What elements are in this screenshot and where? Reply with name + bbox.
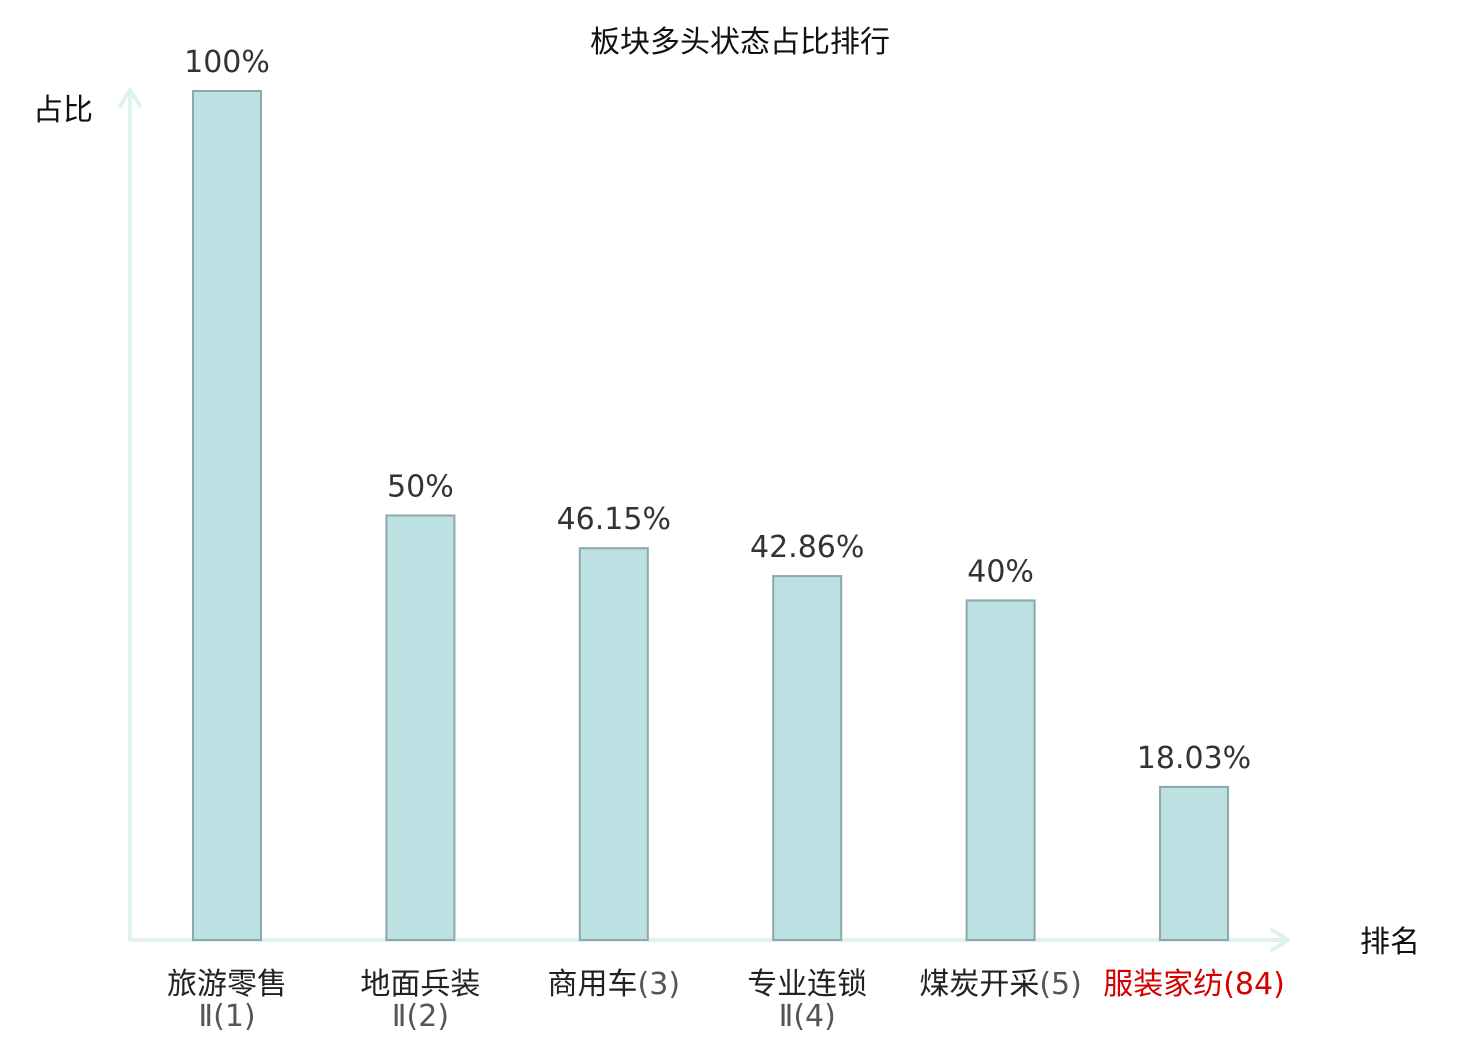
x-tick-rank: Ⅱ(2) (392, 999, 449, 1034)
x-axis-arrow (1270, 928, 1290, 952)
bar (192, 90, 262, 941)
x-tick-rank: Ⅱ(1) (198, 999, 255, 1034)
x-tick-label: 煤炭开采(5) (919, 967, 1082, 1002)
x-tick-label: 专业连锁 (747, 967, 867, 1002)
x-axis-label: 排名 (1360, 925, 1420, 960)
bar (772, 575, 843, 941)
bar-value-label: 40% (967, 554, 1034, 589)
x-tick-label: 商用车(3) (548, 967, 681, 1002)
bar (385, 514, 456, 941)
value-labels: 100% 50% 46.15% 42.86% 40% 18.03% (184, 45, 1251, 776)
axes (118, 88, 1290, 952)
bar-value-label: 46.15% (557, 502, 671, 537)
bars (192, 90, 1229, 942)
bar (578, 547, 649, 941)
bar (965, 599, 1036, 942)
bar (1159, 785, 1229, 942)
bar-value-label: 18.03% (1137, 741, 1251, 776)
bar-value-label: 42.86% (750, 530, 864, 565)
x-tick-label: 旅游零售 (167, 967, 287, 1002)
chart-title: 板块多头状态占比排行 (590, 25, 890, 60)
y-axis-label: 占比 (33, 93, 93, 128)
y-axis-arrow (118, 88, 142, 108)
x-tick-label: 地面兵装 (360, 967, 480, 1002)
x-tick-rank: Ⅱ(4) (779, 999, 836, 1034)
x-tick-label: 服装家纺(84) (1103, 967, 1285, 1002)
bar-value-label: 100% (184, 45, 270, 80)
bar-value-label: 50% (387, 470, 454, 505)
